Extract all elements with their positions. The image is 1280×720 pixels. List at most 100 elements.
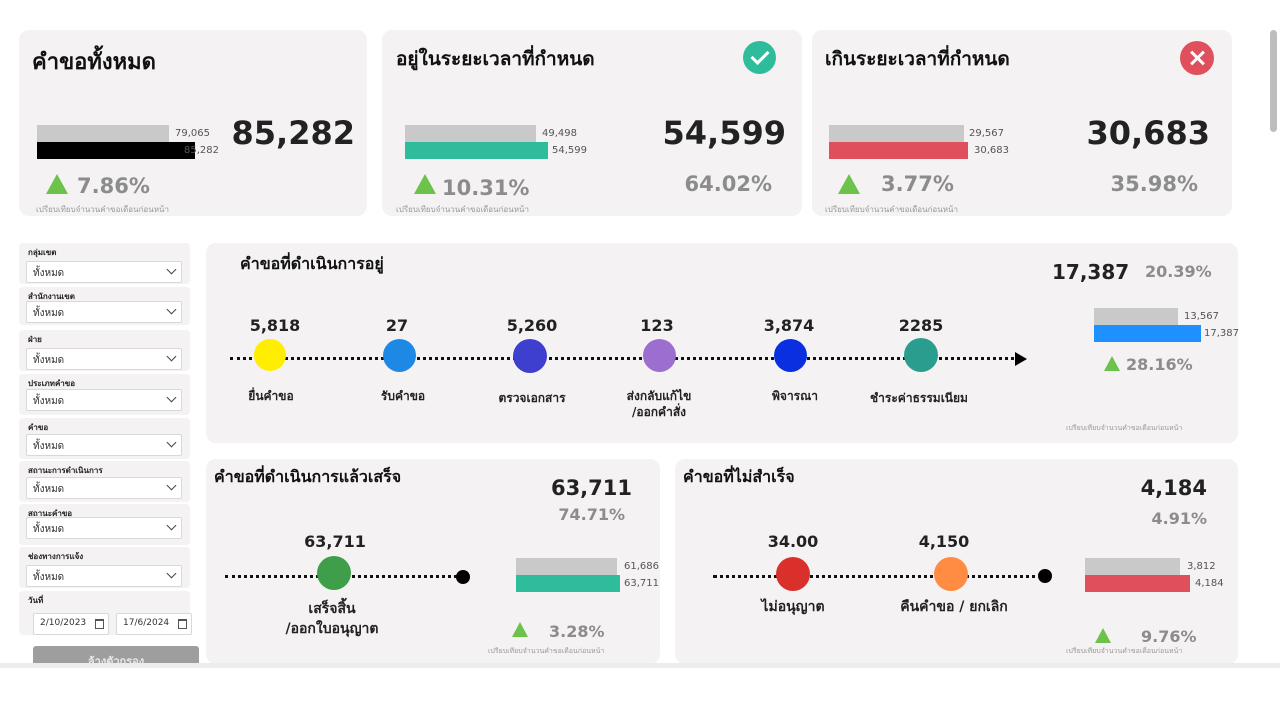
previous-month-bar-label: 3,812 [1187,561,1216,572]
card-title: คำขอที่ดำเนินการอยู่ [240,254,384,273]
comparison-note: เปรียบเทียบจำนวนคำขอเดือนก่อนหน้า [1066,647,1183,655]
increase-triangle-icon [512,622,528,637]
select-value: ทั้งหมด [33,484,65,495]
previous-month-bar-label: 61,686 [624,561,659,572]
step-dot [383,339,416,372]
filter-label: สำนักงานเขต [28,292,75,301]
filter-label: สถานะคำขอ [28,509,73,518]
chevron-down-icon [166,520,177,531]
ontime-percent: 64.02% [684,172,772,196]
calendar-icon[interactable] [95,619,104,629]
end-date-value: 17/6/2024 [123,618,170,628]
current-month-bar [37,142,195,159]
arrow-right-icon [1015,352,1027,366]
step-count: 5,818 [249,316,301,335]
increase-triangle-icon [1104,356,1120,371]
step-count: 5,260 [506,316,558,335]
current-month-bar [829,142,968,159]
current-month-bar-label: 63,711 [624,578,659,589]
filter-request-status[interactable]: สถานะคำขอ ทั้งหมด [19,504,190,545]
filter-request-type[interactable]: ประเภทคำขอ ทั้งหมด [19,374,190,415]
total-requests-card: คำขอทั้งหมด 79,065 85,282 85,282 7.86% เ… [19,30,367,216]
inprogress-card: คำขอที่ดำเนินการอยู่ 17,387 20.39% 5,818… [206,243,1239,443]
increase-triangle-icon [46,174,68,194]
step-count: 27 [385,316,409,335]
filter-channel[interactable]: ช่องทางการแจ้ง ทั้งหมด [19,547,190,588]
comparison-note: เปรียบเทียบจำนวนคำขอเดือนก่อนหน้า [396,205,529,214]
end-date-input[interactable]: 17/6/2024 [116,613,192,635]
vertical-scrollbar[interactable] [1270,30,1277,132]
step-count: 123 [640,316,674,335]
increase-triangle-icon [838,174,860,194]
current-month-bar [1085,575,1190,592]
step-label: ตรวจเอกสาร [498,391,566,405]
step-count: 34.00 [767,532,819,551]
zone-group-select[interactable]: ทั้งหมด [26,261,182,283]
card-title: คำขอที่ไม่สำเร็จ [683,467,795,486]
district-office-select[interactable]: ทั้งหมด [26,301,182,323]
increase-triangle-icon [1095,628,1111,643]
change-percent: 10.31% [442,176,530,200]
change-percent: 7.86% [77,174,150,198]
clear-filters-button[interactable]: ล้างตัวกรอง [33,646,199,666]
start-date-input[interactable]: 2/10/2023 [33,613,109,635]
select-value: ทั้งหมด [33,524,65,535]
ontime-value: 54,599 [662,114,786,152]
step-count: 63,711 [304,532,366,551]
select-value: ทั้งหมด [33,396,65,407]
request-status-select[interactable]: ทั้งหมด [26,517,182,539]
department-select[interactable]: ทั้งหมด [26,348,182,370]
step-dot [904,338,938,372]
filter-label: กลุ่มเขต [28,248,57,257]
previous-month-bar-label: 49,498 [542,128,577,139]
current-month-bar [516,575,620,592]
filter-request[interactable]: คำขอ ทั้งหมด [19,418,190,459]
completed-value: 63,711 [550,476,632,500]
filter-operation-status[interactable]: สถานะการดำเนินการ ทั้งหมด [19,461,190,502]
clear-filters-label: ล้างตัวกรอง [87,655,145,666]
channel-select[interactable]: ทั้งหมด [26,565,182,587]
step-dot [643,339,676,372]
current-month-bar-label: 4,184 [1195,578,1224,589]
chevron-down-icon [166,304,177,315]
filter-label: ฝ่าย [28,335,42,344]
chevron-down-icon [166,264,177,275]
step-dot [774,339,807,372]
filter-department[interactable]: ฝ่าย ทั้งหมด [19,330,190,371]
previous-month-bar [1094,308,1178,325]
step-label: คืนคำขอ / ยกเลิก [900,599,1008,615]
overdue-card: เกินระยะเวลาที่กำหนด 29,567 30,683 30,68… [812,30,1232,216]
comparison-note: เปรียบเทียบจำนวนคำขอเดือนก่อนหน้า [488,647,605,655]
card-title: อยู่ในระยะเวลาที่กำหนด [396,48,595,70]
step-count: 4,150 [918,532,970,551]
current-month-bar-label: 17,387 [1204,328,1239,339]
inprogress-value: 17,387 [1052,260,1130,284]
filter-zone-group[interactable]: กลุ่มเขต ทั้งหมด [19,243,190,284]
end-point-dot [456,570,470,584]
step-dot [513,339,547,373]
current-month-bar-label: 30,683 [974,145,1009,156]
start-date-value: 2/10/2023 [40,618,87,628]
operation-status-select[interactable]: ทั้งหมด [26,477,182,499]
increase-triangle-icon [414,174,436,194]
completed-card: คำขอที่ดำเนินการแล้วเสร็จ 63,711 74.71% … [206,459,660,664]
chevron-down-icon [166,437,177,448]
chevron-down-icon [166,392,177,403]
step-label: รับคำขอ [380,389,426,403]
step-label: เสร็จสิ้น /ออกใบอนุญาต [285,601,379,637]
previous-month-bar [405,125,536,142]
end-point-dot [1038,569,1052,583]
calendar-icon[interactable] [178,619,187,629]
request-type-select[interactable]: ทั้งหมด [26,389,182,411]
filter-district-office[interactable]: สำนักงานเขต ทั้งหมด [19,287,190,325]
step-count: 3,874 [763,316,815,335]
step-label: ชำระค่าธรรมเนียม [870,391,968,405]
step-label: ยื่นคำขอ [248,389,294,403]
previous-month-bar [516,558,617,575]
comparison-note: เปรียบเทียบจำนวนคำขอเดือนก่อนหน้า [36,205,169,214]
request-select[interactable]: ทั้งหมด [26,434,182,456]
filter-label: สถานะการดำเนินการ [28,466,103,475]
process-line [713,575,1043,578]
x-circle-icon [1180,41,1214,75]
failed-card: คำขอที่ไม่สำเร็จ 4,184 4.91% 34.00 ไม่อน… [675,459,1238,664]
